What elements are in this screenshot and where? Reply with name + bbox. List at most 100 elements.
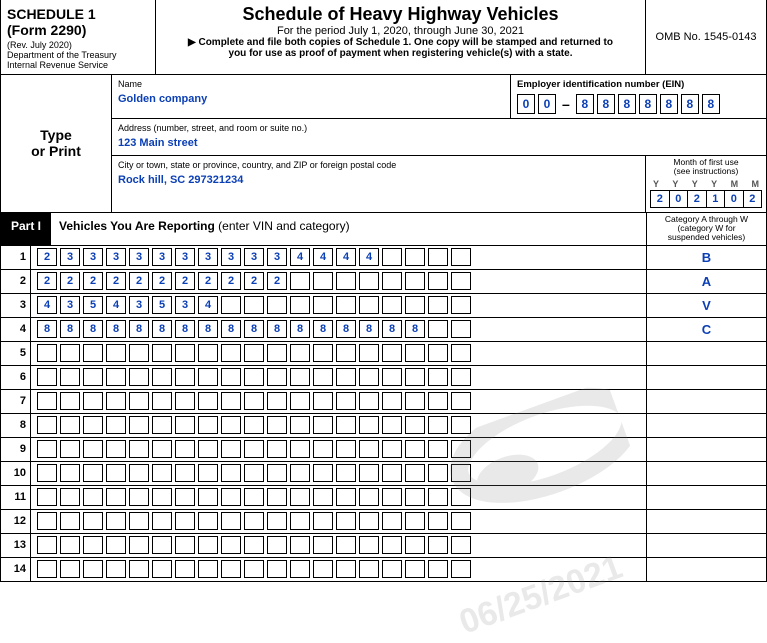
vin-box xyxy=(451,392,471,410)
vin-box: 3 xyxy=(60,296,80,314)
vin-box: 4 xyxy=(198,296,218,314)
vin-box xyxy=(428,512,448,530)
vin-box xyxy=(290,464,310,482)
row-number: 11 xyxy=(1,486,31,509)
ein-digit: 8 xyxy=(618,94,636,114)
vin-box xyxy=(221,296,241,314)
vin-box xyxy=(129,560,149,578)
vin-box xyxy=(152,464,172,482)
vin-box xyxy=(405,416,425,434)
vin-box xyxy=(336,560,356,578)
vin-box xyxy=(313,512,333,530)
mfu-digit: 0 xyxy=(724,190,744,208)
vin-box xyxy=(83,536,103,554)
vin-box: 2 xyxy=(37,272,57,290)
vin-box: 4 xyxy=(290,248,310,266)
vin-box xyxy=(37,440,57,458)
vin-box xyxy=(336,272,356,290)
omb-number: OMB No. 1545-0143 xyxy=(656,31,757,43)
vin-box xyxy=(359,464,379,482)
vin-box xyxy=(428,392,448,410)
vin-box xyxy=(244,488,264,506)
vin-box xyxy=(451,320,471,338)
mfu-digit: 2 xyxy=(650,190,670,208)
vin-box: 2 xyxy=(129,272,149,290)
taxpayer-fields: Name Golden company Employer identificat… xyxy=(111,75,766,212)
vin-box xyxy=(60,368,80,386)
category-cell xyxy=(646,438,766,461)
vin-box: 5 xyxy=(152,296,172,314)
vin-box: 4 xyxy=(336,248,356,266)
vin-box xyxy=(198,344,218,362)
vin-box xyxy=(428,488,448,506)
vin-box xyxy=(129,440,149,458)
vin-box xyxy=(152,560,172,578)
vin-box xyxy=(152,416,172,434)
vin-box xyxy=(152,488,172,506)
vin-box xyxy=(336,512,356,530)
vin-box xyxy=(336,536,356,554)
vin-box xyxy=(382,392,402,410)
vin-box xyxy=(83,464,103,482)
vin-box xyxy=(129,416,149,434)
vin-box xyxy=(244,464,264,482)
vin-box xyxy=(451,368,471,386)
dept-line1: Department of the Treasury xyxy=(7,50,149,60)
mfu-letter: M xyxy=(751,179,759,189)
row-number: 2 xyxy=(1,270,31,293)
row-number: 5 xyxy=(1,342,31,365)
mfu-digit: 1 xyxy=(706,190,726,208)
vin-box xyxy=(451,464,471,482)
vin-box xyxy=(198,464,218,482)
vin-box: 3 xyxy=(221,248,241,266)
vin-box: 2 xyxy=(60,272,80,290)
vin-box xyxy=(382,512,402,530)
vin-box: 8 xyxy=(244,320,264,338)
vin-box xyxy=(106,560,126,578)
category-cell xyxy=(646,414,766,437)
vehicle-row: 1233333333334444B xyxy=(1,246,766,270)
vin-box xyxy=(428,344,448,362)
vin-box xyxy=(267,464,287,482)
vin-box xyxy=(106,416,126,434)
vin-box xyxy=(106,368,126,386)
vin-box xyxy=(336,488,356,506)
city-value: Rock hill, SC 297321234 xyxy=(118,174,639,186)
vin-box xyxy=(405,296,425,314)
vin-box: 3 xyxy=(152,248,172,266)
vin-box xyxy=(359,440,379,458)
vin-box xyxy=(198,512,218,530)
vin-box: 3 xyxy=(106,248,126,266)
vin-box xyxy=(129,392,149,410)
vin-box xyxy=(198,440,218,458)
vin-box xyxy=(60,440,80,458)
vehicle-row: 9 xyxy=(1,438,766,462)
vin-box xyxy=(313,272,333,290)
vin-box xyxy=(106,512,126,530)
vehicle-row: 13 xyxy=(1,534,766,558)
form-page: SCHEDULE 1 (Form 2290) (Rev. July 2020) … xyxy=(0,0,767,582)
vin-box xyxy=(37,392,57,410)
mfu-letter: Y xyxy=(711,179,717,189)
vin-box xyxy=(267,296,287,314)
vin-box xyxy=(382,464,402,482)
row-number: 10 xyxy=(1,462,31,485)
vin-box xyxy=(37,512,57,530)
vehicle-row: 12 xyxy=(1,510,766,534)
vin-box xyxy=(129,488,149,506)
vin-box xyxy=(175,536,195,554)
vin-box: 3 xyxy=(198,248,218,266)
month-first-use: Month of first use (see instructions) YY… xyxy=(646,156,766,212)
schedule-label: SCHEDULE 1 xyxy=(7,6,149,22)
vin-box xyxy=(382,344,402,362)
vin-box xyxy=(290,272,310,290)
vin-box xyxy=(37,560,57,578)
vin-box xyxy=(106,464,126,482)
vin-box xyxy=(451,512,471,530)
vin-box xyxy=(37,368,57,386)
vin-box xyxy=(451,560,471,578)
vin-box xyxy=(221,488,241,506)
vin-box: 8 xyxy=(106,320,126,338)
ein-digit: 8 xyxy=(681,94,699,114)
dept-line2: Internal Revenue Service xyxy=(7,60,149,70)
